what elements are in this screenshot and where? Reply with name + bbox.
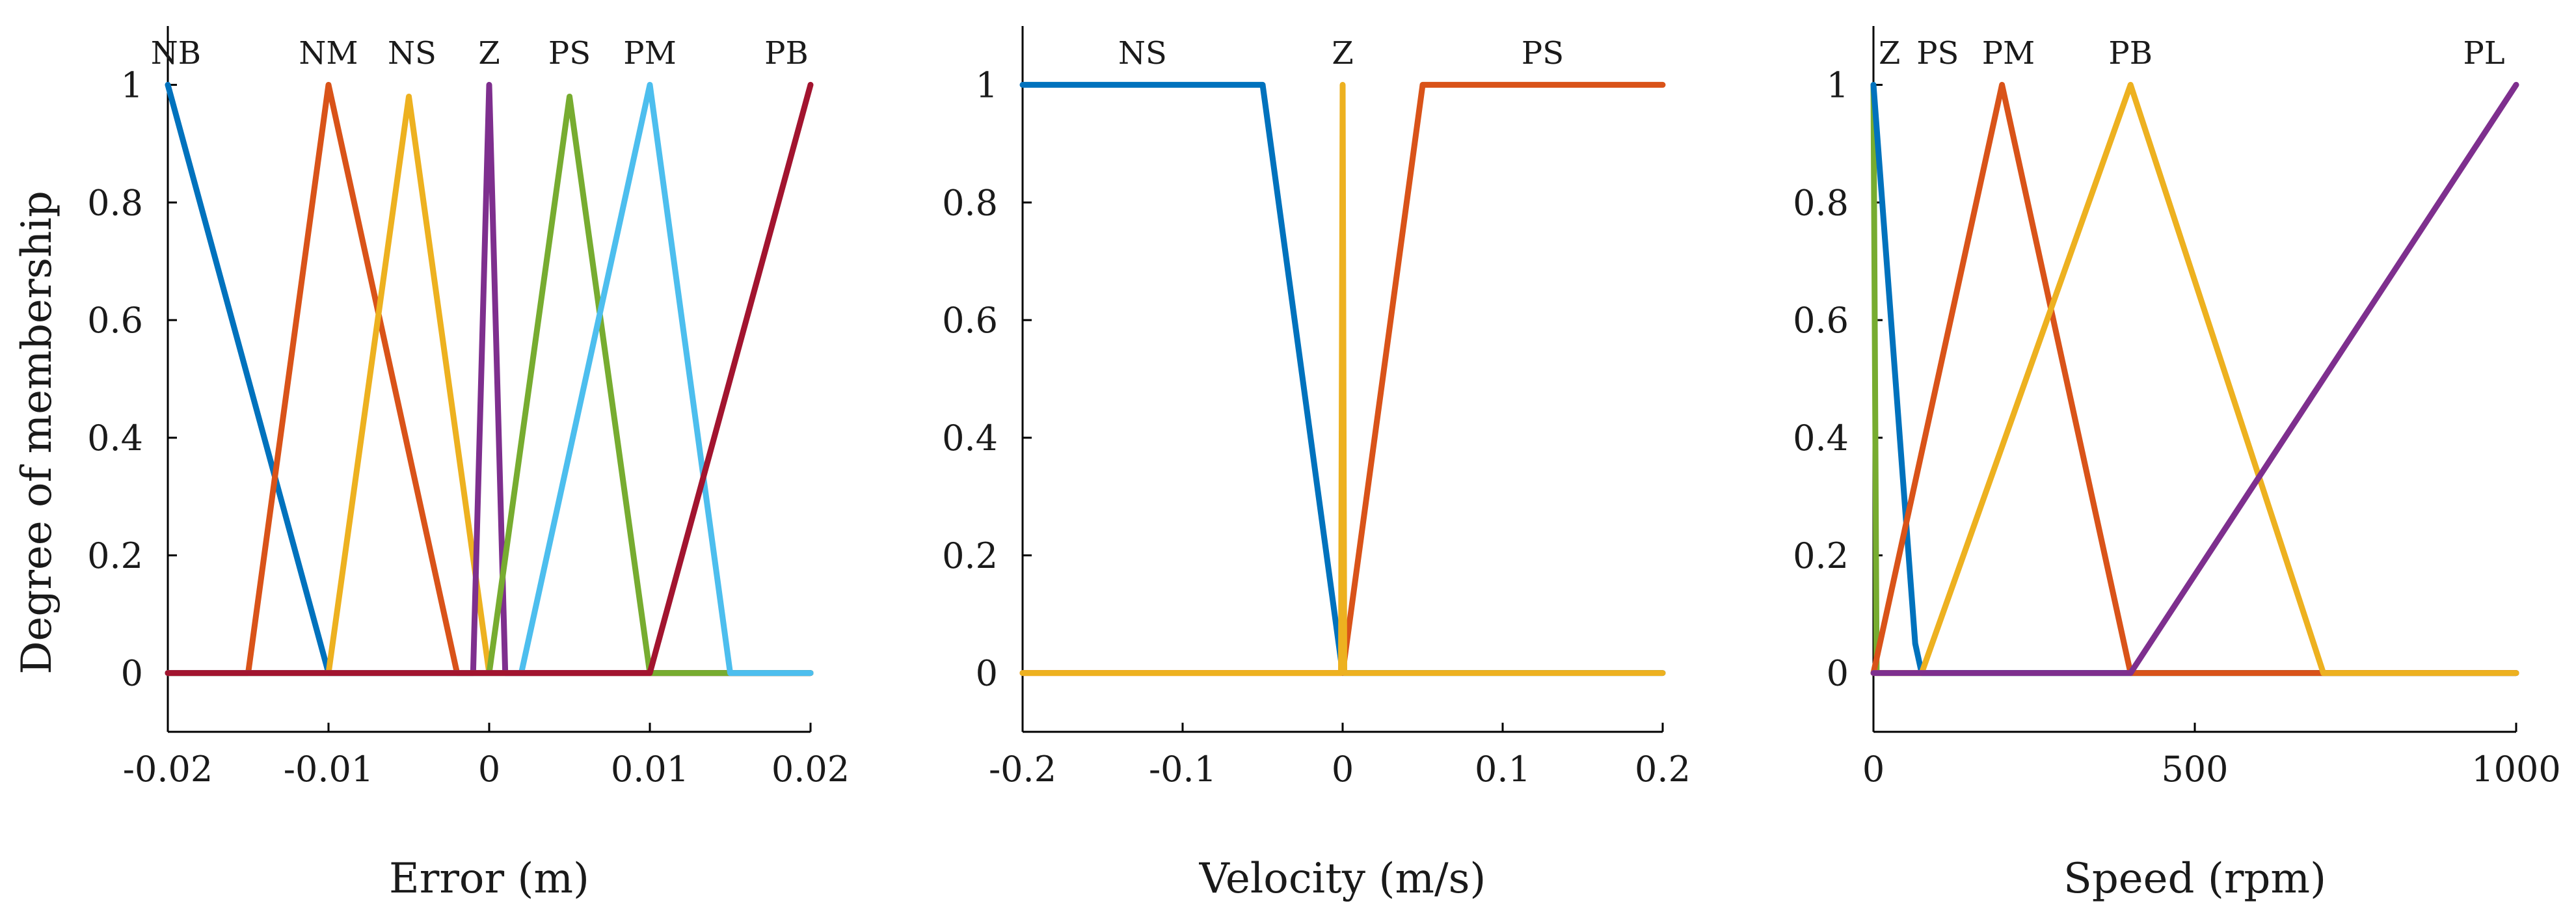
error-x-tick-label: -0.02: [123, 749, 213, 790]
error-series-pb: [165, 81, 814, 677]
speed-y-tick-label: 0: [1827, 653, 1849, 694]
speed-series-pb: [1870, 81, 2519, 677]
speed-mf-label-pl: PL: [2463, 35, 2505, 72]
error-x-tick-label: -0.01: [284, 749, 373, 790]
velocity-y-tick-label: 0.8: [942, 182, 998, 223]
error-y-tick-label: 0.6: [87, 300, 143, 341]
velocity-x-tick-label: 0.2: [1635, 749, 1691, 790]
error-mf-label-ps: PS: [548, 35, 591, 72]
speed-y-tick-label: 0.6: [1793, 300, 1849, 341]
velocity-series-z: [1019, 81, 1666, 677]
error-mf-label-nm: NM: [299, 35, 358, 72]
speed-mf-label-ps: PS: [1916, 35, 1959, 72]
speed-mf-label-z: Z: [1879, 35, 1900, 72]
error-y-tick-label: 1: [121, 64, 143, 105]
speed-series-pm: [1870, 81, 2519, 677]
y-axis-label: Degree of membership: [13, 191, 61, 675]
speed-mf-label-pb: PB: [2108, 35, 2153, 72]
speed-series-z: [1870, 81, 2519, 677]
error-y-tick-label: 0: [121, 653, 143, 694]
error-mf-label-pb: PB: [764, 35, 809, 72]
speed-x-tick-label: 0: [1862, 749, 1885, 790]
velocity-y-tick-label: 0.2: [942, 535, 998, 576]
velocity-x-tick-label: -0.2: [989, 749, 1056, 790]
error-mf-label-ns: NS: [388, 35, 436, 72]
speed-y-tick-label: 1: [1827, 64, 1849, 105]
error-mf-label-nb: NB: [151, 35, 201, 72]
speed-y-tick-label: 0.8: [1793, 182, 1849, 223]
velocity-y-tick-label: 1: [976, 64, 998, 105]
error-series-z: [165, 81, 814, 677]
velocity-y-tick-label: 0.4: [942, 418, 998, 459]
error-mf-label-z: Z: [478, 35, 500, 72]
speed-membership-chart: 0 500 1000 0 0.2 0.4 0.6 0.8 1Z PS PM PB PL Speed (rp…: [1793, 26, 2561, 903]
error-x-tick-label: 0: [478, 749, 500, 790]
velocity-y-tick-label: 0: [976, 653, 998, 694]
error-y-tick-label: 0.2: [87, 535, 143, 576]
speed-x-tick-label: 500: [2161, 749, 2228, 790]
speed-x-tick-label: 1000: [2471, 749, 2560, 790]
velocity-mf-label-ns: NS: [1118, 35, 1167, 72]
error-membership-chart: -0.02 -0.01 0 0.01 0.02 0 0.2 0.4 0.6 0.8 1NB NM NS Z…: [87, 26, 850, 903]
velocity-y-tick-label: 0.6: [942, 300, 998, 341]
error-x-axis-label: Error (m): [389, 855, 589, 903]
speed-series-pl: [1870, 81, 2519, 677]
error-x-tick-label: 0.01: [611, 749, 689, 790]
error-y-tick-label: 0.4: [87, 418, 143, 459]
speed-y-tick-label: 0.4: [1793, 418, 1849, 459]
velocity-mf-label-ps: PS: [1522, 35, 1564, 72]
velocity-x-axis-label: Velocity (m/s): [1199, 855, 1486, 903]
speed-mf-label-pm: PM: [1982, 35, 2035, 72]
velocity-x-tick-label: -0.1: [1149, 749, 1216, 790]
velocity-x-tick-label: 0.1: [1475, 749, 1531, 790]
error-mf-label-pm: PM: [623, 35, 676, 72]
velocity-membership-chart: -0.2 -0.1 0 0.1 0.2 0 0.2 0.4 0.6 0.8 1 NS Z PS Veloci…: [942, 26, 1691, 903]
speed-y-tick-label: 0.2: [1793, 535, 1849, 576]
error-x-tick-label: 0.02: [771, 749, 850, 790]
speed-series-ps: [1870, 81, 2519, 677]
error-y-tick-label: 0.8: [87, 182, 143, 223]
velocity-mf-label-z: Z: [1332, 35, 1353, 72]
speed-x-axis-label: Speed (rpm): [2063, 855, 2326, 903]
velocity-x-tick-label: 0: [1332, 749, 1354, 790]
